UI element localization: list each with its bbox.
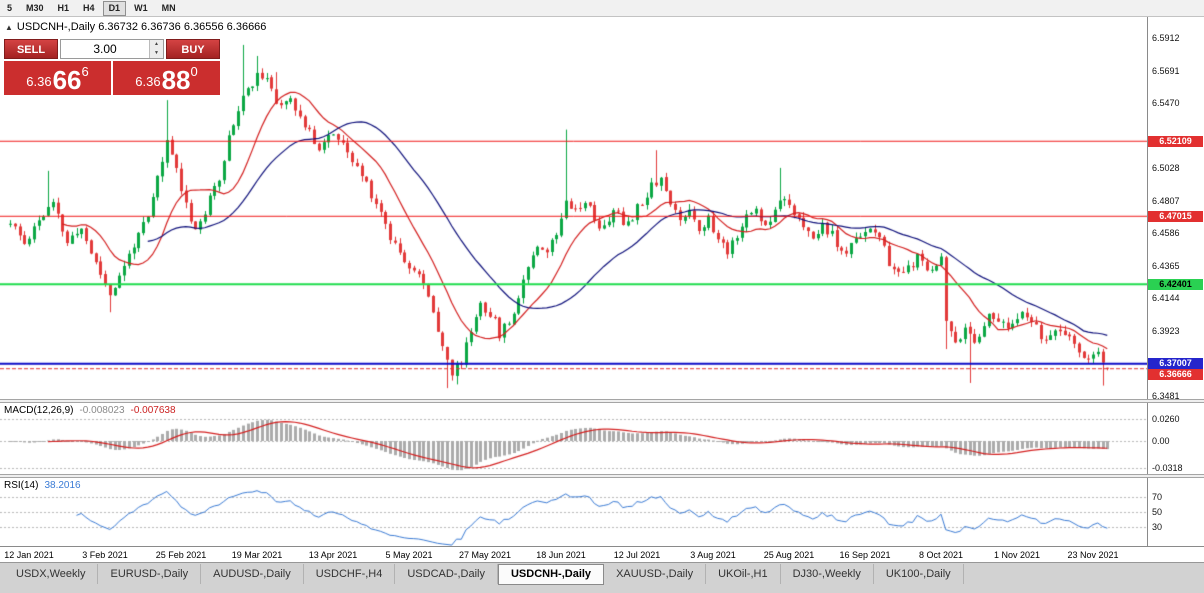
macd-axis-label: -0.0318	[1152, 462, 1183, 473]
chart-area: ▲ USDCNH-,Daily 6.36732 6.36736 6.36556 6…	[0, 17, 1204, 563]
one-click-trading-panel: SELL 3.00 ▲ ▼ BUY 6.36 66 6 6.36 88 0	[4, 39, 220, 95]
date-label: 5 May 2021	[385, 550, 433, 560]
date-label: 27 May 2021	[458, 550, 512, 560]
macd-main-value: -0.008023	[79, 405, 125, 416]
chart-title-text: USDCNH-,Daily 6.36732 6.36736 6.36556 6.…	[16, 21, 267, 33]
date-label: 25 Feb 2021	[155, 550, 207, 560]
price-tick: 6.5028	[1152, 163, 1180, 174]
price-tick: 6.5691	[1152, 65, 1180, 76]
timeframe-button-w1[interactable]: W1	[134, 2, 148, 13]
rsi-value: 38.2016	[44, 480, 81, 491]
timeframe-button-m30[interactable]: M30	[26, 2, 44, 13]
panel-splitter-rsi[interactable]	[0, 474, 1204, 478]
price-tick: 6.3923	[1152, 325, 1180, 336]
chart-tab-usdchf-h4[interactable]: USDCHF-,H4	[304, 564, 396, 584]
rsi-axis-label: 70	[1152, 491, 1163, 502]
chart-tab-usdx-weekly[interactable]: USDX,Weekly	[4, 564, 99, 584]
buy-price-display[interactable]: 6.36 88 0	[113, 61, 220, 95]
chart-tab-usdcad-daily[interactable]: USDCAD-,Daily	[395, 564, 498, 584]
date-label: 12 Jan 2021	[4, 550, 54, 560]
chart-tab-xauusd-daily[interactable]: XAUUSD-,Daily	[604, 564, 707, 584]
oct-toggle-icon[interactable]: ▲	[5, 23, 13, 32]
timeframe-button-5[interactable]: 5	[7, 2, 13, 13]
date-label: 3 Feb 2021	[82, 550, 128, 560]
buy-price-base: 6.36	[135, 74, 161, 89]
timeframe-button-h4[interactable]: H4	[83, 2, 95, 13]
chart-tab-dj30-weekly[interactable]: DJ30-,Weekly	[781, 564, 874, 584]
date-label: 23 Nov 2021	[1067, 550, 1119, 560]
macd-signal-value: -0.007638	[130, 405, 176, 416]
price-level-badge: 6.42401	[1148, 278, 1203, 290]
price-level-badge: 6.52109	[1148, 135, 1203, 147]
rsi-axis-label: 50	[1152, 507, 1163, 517]
volume-spinner[interactable]: ▲ ▼	[149, 40, 163, 58]
rsi-indicator-label: RSI(14) 38.2016	[4, 480, 81, 491]
spin-down-icon[interactable]: ▼	[150, 49, 163, 58]
chart-tab-uk100-daily[interactable]: UK100-,Daily	[874, 564, 964, 584]
timeframe-button-mn[interactable]: MN	[161, 2, 176, 13]
timeframe-button-h1[interactable]: H1	[57, 2, 70, 13]
price-level-badge: 6.47015	[1148, 210, 1203, 222]
price-tick: 6.4807	[1152, 195, 1180, 206]
date-label: 13 Apr 2021	[308, 550, 358, 560]
buy-price-point: 0	[190, 64, 198, 79]
chart-tab-eurusd-daily[interactable]: EURUSD-,Daily	[98, 564, 202, 584]
date-label: 19 Mar 2021	[231, 550, 283, 560]
sell-button[interactable]: SELL	[4, 39, 58, 59]
sell-price-pips: 66	[52, 65, 82, 95]
chart-tab-usdcnh-daily[interactable]: USDCNH-,Daily	[497, 564, 605, 585]
volume-value: 3.00	[93, 42, 117, 56]
price-tick: 6.3481	[1152, 391, 1180, 402]
sell-price-base: 6.36	[26, 74, 52, 89]
price-level-badge: 6.37007	[1148, 358, 1203, 370]
current-price-badge: 6.36666	[1148, 369, 1203, 381]
panel-splitter-macd[interactable]	[0, 399, 1204, 403]
buy-price-pips: 88	[161, 65, 191, 95]
price-tick: 6.5470	[1152, 98, 1180, 109]
chart-tab-ukoil-h1[interactable]: UKOil-,H1	[706, 564, 781, 584]
rsi-name: RSI(14)	[4, 480, 39, 491]
chart-tabs: USDX,Weekly EURUSD-,Daily AUDUSD-,Daily USD…	[0, 562, 1204, 593]
date-label: 18 Jun 2021	[536, 550, 586, 560]
sell-price-point: 6	[81, 64, 89, 79]
date-label: 3 Aug 2021	[690, 550, 736, 560]
date-label: 8 Oct 2021	[918, 550, 964, 560]
price-tick: 6.4365	[1152, 260, 1180, 271]
timeframe-button-d1[interactable]: D1	[102, 0, 127, 16]
price-tick: 6.5912	[1152, 33, 1180, 43]
axis-separator	[1147, 17, 1148, 546]
date-axis[interactable]: 12 Jan 2021 3 Feb 2021 25 Feb 2021 19 Mar 2…	[0, 546, 1204, 563]
rsi-axis-label: 30	[1152, 522, 1163, 533]
macd-indicator-label: MACD(12,26,9) -0.008023 -0.007638	[4, 405, 176, 416]
buy-button[interactable]: BUY	[166, 39, 220, 59]
spin-up-icon[interactable]: ▲	[150, 40, 163, 49]
price-chart-canvas[interactable]	[0, 17, 1147, 546]
volume-input[interactable]: 3.00 ▲ ▼	[60, 39, 164, 59]
macd-name: MACD(12,26,9)	[4, 405, 74, 416]
date-label: 1 Nov 2021	[993, 550, 1041, 560]
date-label: 25 Aug 2021	[763, 550, 815, 560]
price-tick: 6.4586	[1152, 228, 1180, 239]
date-label: 12 Jul 2021	[613, 550, 661, 560]
chart-title: ▲ USDCNH-,Daily 6.36732 6.36736 6.36556 6…	[5, 21, 266, 33]
macd-axis-label: 0.00	[1152, 436, 1170, 446]
price-tick: 6.4144	[1152, 293, 1180, 304]
timeframe-toolbar: 5 M30 H1 H4 D1 W1 MN	[0, 0, 1204, 17]
date-label: 16 Sep 2021	[839, 550, 891, 560]
macd-axis-label: 0.0260	[1152, 413, 1180, 424]
sell-price-display[interactable]: 6.36 66 6	[4, 61, 111, 95]
chart-tab-audusd-daily[interactable]: AUDUSD-,Daily	[201, 564, 304, 584]
